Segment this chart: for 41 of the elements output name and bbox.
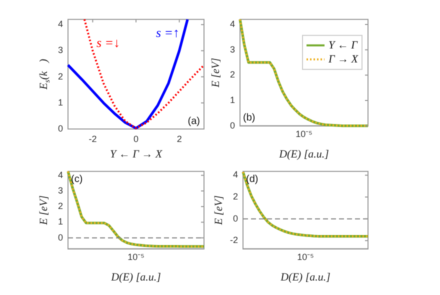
y-tick-label: 3 — [58, 45, 64, 56]
y-tick-label: 0 — [232, 213, 238, 224]
y-tick-label: 4 — [230, 18, 236, 29]
x-axis-title: Y ← Γ → X — [110, 148, 164, 160]
y-axis-title: E [eV] — [38, 195, 50, 226]
x-tick-label: 2 — [176, 134, 182, 144]
y-tick-label: 3 — [230, 44, 236, 54]
legend-label: Y ← Γ — [328, 39, 358, 52]
series-label: s =↑ — [156, 24, 180, 40]
x-axis-title: D(E) [a.u.] — [280, 271, 330, 284]
y-tick-label: 1 — [58, 216, 64, 227]
annotation: (c) — [71, 174, 83, 186]
y-tick-label: 2 — [230, 70, 236, 80]
y-tick-label: 3 — [58, 185, 64, 196]
y-tick-label: 4 — [58, 19, 64, 30]
text: 10⁻⁵ — [128, 252, 145, 262]
y-tick-label: -2 — [230, 235, 238, 246]
series-label: s =↓ — [96, 34, 120, 50]
y-tick-label: 4 — [232, 170, 238, 180]
y-tick-label: 4 — [58, 170, 64, 180]
y-tick-label: 2 — [58, 71, 64, 82]
y-tick-label: 0 — [230, 120, 236, 130]
line-series — [83, 18, 205, 130]
annotation: (a) — [188, 116, 200, 127]
y-tick-label: 0 — [58, 232, 64, 242]
annotation: (d) — [246, 174, 258, 186]
y-tick-label: 2 — [232, 192, 238, 202]
x-axis-title: D(E) [a.u.] — [110, 271, 161, 284]
y-tick-label: 1 — [58, 97, 64, 108]
x-tick-label: 0 — [133, 134, 139, 144]
x-axis-title: D(E) [a.u.] — [278, 148, 329, 160]
y-tick-label: 0 — [58, 123, 64, 134]
annotation: (b) — [243, 112, 256, 124]
text: 10⁻⁵ — [296, 128, 313, 139]
y-tick-label: 1 — [230, 94, 236, 105]
y-tick-label: 2 — [58, 201, 64, 212]
legend-label: Γ → X — [328, 53, 360, 66]
y-axis-title: E [eV] — [212, 195, 225, 226]
x-tick-label: -2 — [88, 134, 97, 144]
text: 10⁻⁵ — [297, 252, 314, 262]
y-axis-title: E [eV] — [210, 58, 222, 88]
